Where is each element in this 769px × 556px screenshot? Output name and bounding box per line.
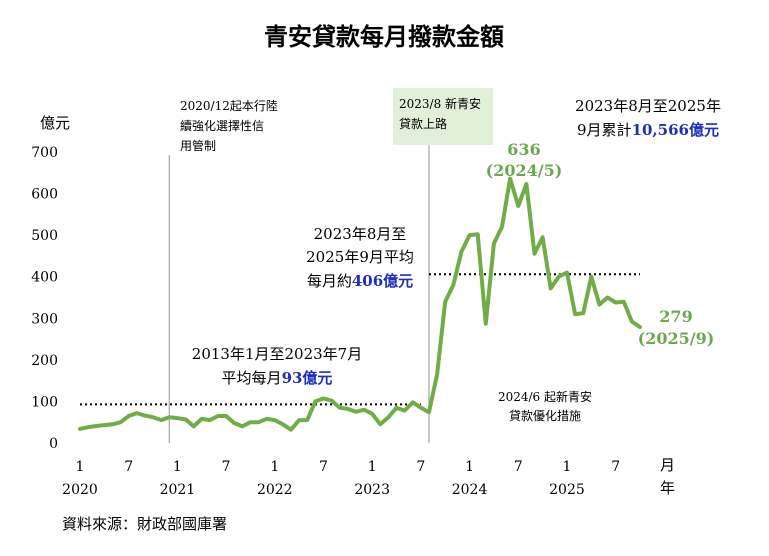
y-tick-label: 300 bbox=[31, 311, 58, 327]
x-tick-month: 7 bbox=[611, 459, 620, 475]
svg-text:2023年8月至: 2023年8月至 bbox=[314, 225, 407, 243]
y-axis-ticks: 0 100 200 300 400 500 600 700 bbox=[31, 145, 58, 452]
x-tick-month: 7 bbox=[416, 459, 425, 475]
svg-text:2020/12起本行陸: 2020/12起本行陸 bbox=[180, 99, 278, 113]
y-tick-label: 200 bbox=[31, 353, 58, 369]
x-axis-year-unit: 年 bbox=[660, 479, 675, 497]
y-tick-label: 0 bbox=[49, 436, 58, 452]
x-tick-month: 1 bbox=[465, 459, 474, 475]
y-tick-label: 400 bbox=[31, 270, 58, 286]
x-tick-month: 7 bbox=[319, 459, 328, 475]
svg-text:2013年1月至2023年7月: 2013年1月至2023年7月 bbox=[192, 345, 362, 363]
svg-text:平均每月93億元: 平均每月93億元 bbox=[222, 369, 333, 387]
vertical-markers bbox=[168, 145, 430, 443]
x-tick-month: 1 bbox=[368, 459, 377, 475]
x-tick-year: 2020 bbox=[62, 482, 98, 498]
x-tick-month: 1 bbox=[173, 459, 182, 475]
svg-text:每月約406億元: 每月約406億元 bbox=[307, 272, 413, 290]
svg-text:636: 636 bbox=[507, 140, 540, 159]
y-tick-label: 600 bbox=[31, 187, 58, 203]
marker-2023-08-label: 2023/8 新青安 貸款上路 bbox=[393, 88, 493, 145]
old-average-annotation: 2013年1月至2023年7月 平均每月93億元 bbox=[192, 345, 362, 387]
x-tick-month: 7 bbox=[222, 459, 231, 475]
svg-text:用管制: 用管制 bbox=[180, 138, 216, 153]
x-tick-month: 1 bbox=[76, 459, 85, 475]
x-tick-month: 1 bbox=[270, 459, 279, 475]
svg-text:2023/8 新青安: 2023/8 新青安 bbox=[399, 96, 481, 111]
peak-annotation: 636 (2024/5) bbox=[486, 140, 563, 180]
svg-text:續強化選擇性信: 續強化選擇性信 bbox=[180, 118, 264, 133]
cumulative-total-annotation: 2023年8月至2025年 9月累計10,566億元 bbox=[575, 97, 721, 139]
x-tick-month: 7 bbox=[514, 459, 523, 475]
x-tick-year: 2022 bbox=[257, 482, 293, 498]
reference-lines bbox=[80, 273, 640, 406]
svg-text:貸款優化措施: 貸款優化措施 bbox=[509, 408, 581, 423]
x-axis-ticks: 1 7 1 7 1 7 1 7 1 7 1 7 2020 2021 2022 2023 2024 2025 bbox=[62, 459, 620, 498]
series-group bbox=[78, 176, 642, 432]
new-average-annotation: 2023年8月至 2025年9月平均 每月約406億元 bbox=[306, 225, 414, 290]
svg-text:2024/6 起新青安: 2024/6 起新青安 bbox=[498, 389, 592, 404]
y-tick-label: 500 bbox=[31, 228, 58, 244]
source-note: 資料來源：財政部國庫署 bbox=[62, 515, 227, 533]
svg-text:279: 279 bbox=[659, 307, 692, 326]
x-axis-month-unit: 月 bbox=[660, 456, 675, 474]
y-tick-label: 100 bbox=[31, 394, 58, 410]
last-value-annotation: 279 (2025/9) bbox=[638, 307, 715, 348]
x-tick-year: 2025 bbox=[549, 482, 585, 498]
svg-text:貸款上路: 貸款上路 bbox=[399, 116, 447, 131]
chart-title: 青安貸款每月撥款金額 bbox=[264, 22, 504, 51]
svg-text:9月累計10,566億元: 9月累計10,566億元 bbox=[577, 121, 719, 139]
series-line bbox=[78, 176, 642, 432]
marker-2020-12-label: 2020/12起本行陸 續強化選擇性信 用管制 bbox=[180, 99, 278, 153]
x-tick-month: 1 bbox=[562, 459, 571, 475]
svg-text:2023年8月至2025年: 2023年8月至2025年 bbox=[575, 97, 721, 115]
x-tick-year: 2023 bbox=[354, 482, 390, 498]
y-axis-label: 億元 bbox=[40, 114, 70, 132]
x-tick-year: 2024 bbox=[452, 482, 488, 498]
svg-text:(2025/9): (2025/9) bbox=[638, 329, 715, 348]
optimization-annotation: 2024/6 起新青安 貸款優化措施 bbox=[498, 389, 592, 423]
marker-2023-08-box bbox=[393, 88, 493, 145]
svg-text:2025年9月平均: 2025年9月平均 bbox=[306, 248, 414, 266]
svg-text:(2024/5): (2024/5) bbox=[486, 161, 563, 180]
y-tick-label: 700 bbox=[31, 145, 58, 161]
x-tick-year: 2021 bbox=[160, 482, 196, 498]
x-tick-month: 7 bbox=[124, 459, 133, 475]
